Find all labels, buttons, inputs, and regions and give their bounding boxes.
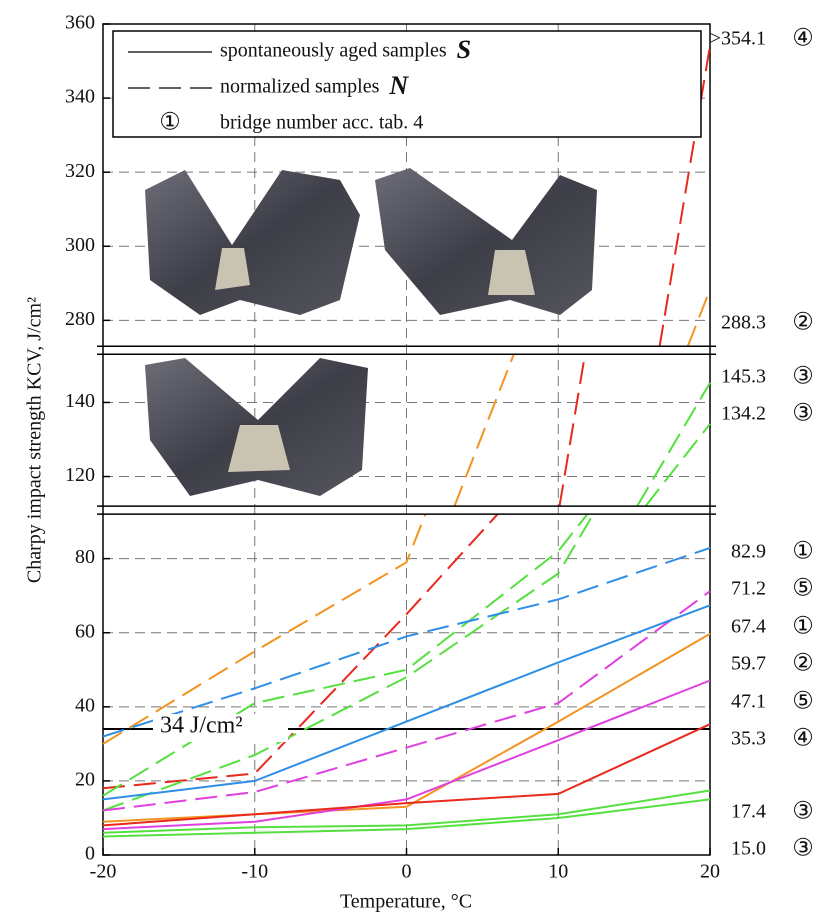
x-tick-label: 0 <box>402 861 412 883</box>
series-line <box>102 798 711 838</box>
x-tick-label: -20 <box>90 861 117 883</box>
series-line <box>102 789 711 834</box>
y-tick-label: 300 <box>65 234 95 256</box>
series-line <box>102 546 711 738</box>
y-tick-label: 340 <box>65 86 95 108</box>
y-tick-label: 280 <box>65 308 95 330</box>
legend-symbol: ① <box>159 110 181 136</box>
bridge-number: ⑤ <box>792 689 814 715</box>
x-tick-label: -10 <box>241 861 268 883</box>
x-tick-label: 20 <box>700 861 720 883</box>
series-line <box>102 382 711 812</box>
legend-box <box>112 30 702 138</box>
end-value-label: 82.9 <box>731 541 766 563</box>
end-value-label: 134.2 <box>721 403 766 425</box>
y-tick-label: 40 <box>75 694 95 716</box>
y-tick-label: 0 <box>85 843 95 865</box>
series-line <box>102 590 711 812</box>
end-value-label: 47.1 <box>731 691 766 713</box>
bridge-number: ③ <box>792 364 814 390</box>
specimen-photo <box>375 168 597 315</box>
y-tick-label: 140 <box>65 390 95 412</box>
x-axis-label: Temperature, °C <box>340 891 472 913</box>
y-tick-label: 80 <box>75 546 95 568</box>
series-line <box>102 679 711 831</box>
end-value-label: 71.2 <box>731 578 766 600</box>
y-tick-label: 320 <box>65 160 95 182</box>
x-tick-label: 10 <box>548 861 568 883</box>
specimen-fracture <box>215 248 250 290</box>
y-tick-label: 20 <box>75 769 95 791</box>
y-tick-label: 360 <box>65 12 95 34</box>
series-line <box>102 723 711 827</box>
end-value-label: 145.3 <box>721 366 766 388</box>
end-value-label: 15.0 <box>731 838 766 860</box>
bridge-number: ① <box>792 614 814 640</box>
end-value-label: >354.1 <box>710 28 766 50</box>
specimen-fracture <box>228 425 290 472</box>
specimen-fracture <box>488 250 535 295</box>
legend-label: bridge number acc. tab. 4 <box>220 112 423 134</box>
end-value-label: 35.3 <box>731 728 766 750</box>
y-tick-label: 60 <box>75 620 95 642</box>
end-value-label: 59.7 <box>731 653 766 675</box>
bridge-number: ③ <box>792 836 814 862</box>
legend-label: normalized samples <box>220 76 380 98</box>
bridge-number: ④ <box>792 26 814 52</box>
y-tick-label: 120 <box>65 464 95 486</box>
end-value-label: 67.4 <box>731 616 766 638</box>
bridge-number: ④ <box>792 726 814 752</box>
legend-label: spontaneously aged samples <box>220 40 447 62</box>
specimen-photos <box>145 168 597 496</box>
series-line <box>102 632 711 823</box>
series-line <box>102 423 711 797</box>
bridge-number: ③ <box>792 799 814 825</box>
end-value-label: 288.3 <box>721 312 766 334</box>
bridge-number: ① <box>792 539 814 565</box>
y-axis-label: Charpy impact strength KCV, J/cm² <box>24 297 46 583</box>
bridge-number: ② <box>792 310 814 336</box>
bridge-number: ③ <box>792 401 814 427</box>
plot-frame <box>102 23 711 856</box>
reference-label: 34 J/cm² <box>160 713 243 739</box>
series-line <box>102 604 711 801</box>
legend-symbol: S <box>457 35 471 64</box>
bridge-number: ② <box>792 651 814 677</box>
end-value-label: 17.4 <box>731 801 766 823</box>
legend-symbol: N <box>388 71 409 100</box>
reference-label-bg <box>153 714 288 743</box>
series-line <box>102 289 711 745</box>
bridge-number: ⑤ <box>792 576 814 602</box>
specimen-photo <box>145 170 360 315</box>
